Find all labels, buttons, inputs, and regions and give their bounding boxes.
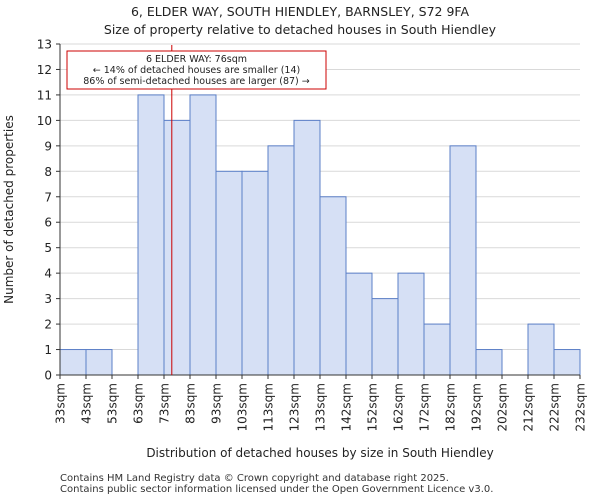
bar-73sqm: [163, 119, 191, 376]
x-tick-label-182sqm: 182sqm: [444, 383, 458, 431]
bar-152sqm: [371, 298, 399, 376]
bar-222sqm: [553, 349, 581, 376]
y-tick-label-11: 11: [37, 88, 52, 102]
chart-title: 6, ELDER WAY, SOUTH HIENDLEY, BARNSLEY, …: [131, 4, 469, 19]
x-tick-label-212sqm: 212sqm: [522, 383, 536, 431]
bars-group: [59, 94, 581, 376]
y-tick-label-5: 5: [44, 241, 52, 255]
bar-123sqm: [293, 119, 321, 376]
bar-133sqm: [319, 196, 347, 376]
y-tick-label-0: 0: [44, 369, 52, 383]
y-axis-label: Number of detached properties: [2, 115, 16, 304]
x-tick-label-142sqm: 142sqm: [340, 383, 354, 431]
bar-83sqm: [189, 94, 217, 376]
x-tick-label-232sqm: 232sqm: [574, 383, 588, 431]
x-tick-label-83sqm: 83sqm: [184, 383, 198, 424]
y-tick-label-1: 1: [44, 343, 52, 357]
bar-103sqm: [241, 170, 269, 376]
x-tick-label-53sqm: 53sqm: [106, 383, 120, 424]
x-tick-label-73sqm: 73sqm: [158, 383, 172, 424]
x-tick-label-152sqm: 152sqm: [366, 383, 380, 431]
bar-172sqm: [423, 323, 451, 376]
x-tick-label-172sqm: 172sqm: [418, 383, 432, 431]
y-tick-label-10: 10: [37, 114, 52, 128]
x-tick-label-93sqm: 93sqm: [210, 383, 224, 424]
y-tick-label-9: 9: [44, 139, 52, 153]
x-tick-label-192sqm: 192sqm: [470, 383, 484, 431]
x-tick-label-43sqm: 43sqm: [80, 383, 94, 424]
x-tick-label-123sqm: 123sqm: [288, 383, 302, 431]
x-tick-label-202sqm: 202sqm: [496, 383, 510, 431]
y-tick-label-12: 12: [37, 63, 52, 77]
y-tick-label-2: 2: [44, 318, 52, 332]
annotation-rect: [66, 50, 327, 90]
x-tick-label-133sqm: 133sqm: [314, 383, 328, 431]
x-tick-label-63sqm: 63sqm: [132, 383, 146, 424]
bar-43sqm: [85, 349, 113, 376]
footer-licence: Contains public sector information licen…: [60, 484, 494, 495]
bar-192sqm: [475, 349, 503, 376]
x-tick-label-222sqm: 222sqm: [548, 383, 562, 431]
bar-142sqm: [345, 272, 373, 376]
footer-copyright: Contains HM Land Registry data © Crown c…: [60, 473, 449, 484]
bar-63sqm: [137, 94, 165, 376]
bar-113sqm: [267, 145, 295, 376]
bar-33sqm: [59, 349, 87, 376]
bar-93sqm: [215, 170, 243, 376]
annotation-line-smaller: ← 14% of detached houses are smaller (14…: [93, 65, 300, 76]
y-tick-label-7: 7: [44, 190, 52, 204]
x-axis-label: Distribution of detached houses by size …: [146, 446, 493, 460]
x-tick-label-113sqm: 113sqm: [262, 383, 276, 431]
x-tick-labels: 33sqm 43sqm 53sqm 63sqm 73sqm 83sqm 93sqm 103sq…: [54, 375, 588, 431]
y-tick-label-4: 4: [44, 267, 52, 281]
x-tick-label-103sqm: 103sqm: [236, 383, 250, 431]
y-tick-label-6: 6: [44, 216, 52, 230]
y-tick-label-8: 8: [44, 165, 52, 179]
annotation-line-larger: 86% of semi-detached houses are larger (…: [83, 76, 310, 87]
bar-182sqm: [449, 145, 477, 376]
chart-subtitle: Size of property relative to detached ho…: [104, 22, 497, 37]
annotation-title: 6 ELDER WAY: 76sqm: [146, 54, 247, 65]
x-tick-label-162sqm: 162sqm: [392, 383, 406, 431]
bar-212sqm: [527, 323, 555, 376]
y-tick-label-3: 3: [44, 292, 52, 306]
y-tick-label-13: 13: [37, 38, 52, 52]
bar-162sqm: [397, 272, 425, 376]
annotation-box: 6 ELDER WAY: 76sqm ← 14% of detached hou…: [66, 50, 327, 90]
x-tick-label-33sqm: 33sqm: [54, 383, 68, 424]
